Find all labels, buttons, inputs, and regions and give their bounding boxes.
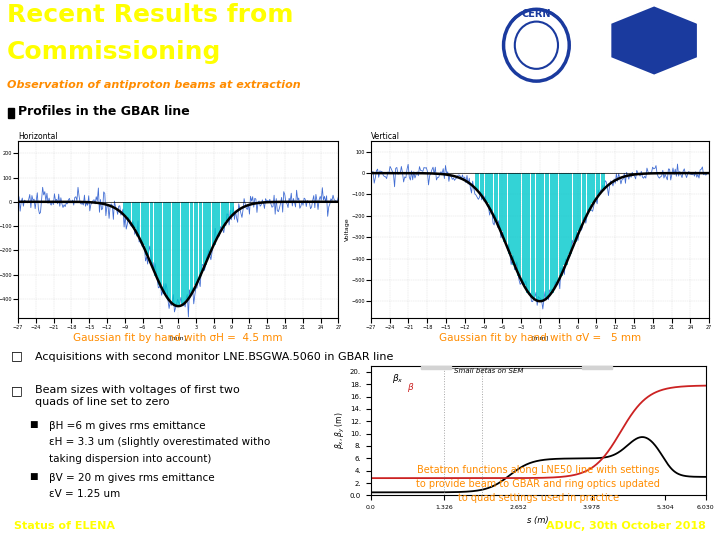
Text: ■: ■ xyxy=(29,472,37,481)
Bar xyxy=(522,173,526,285)
Text: to provide beam to GBAR and ring optics updated: to provide beam to GBAR and ring optics … xyxy=(416,480,660,489)
Bar xyxy=(564,173,567,265)
Text: □: □ xyxy=(11,384,22,397)
Bar xyxy=(216,202,220,235)
Bar xyxy=(185,202,189,300)
Bar xyxy=(540,173,544,301)
Bar xyxy=(582,173,586,221)
Text: $\beta$: $\beta$ xyxy=(407,381,415,394)
Text: Gaussian fit by hand with σV =   5 mm: Gaussian fit by hand with σV = 5 mm xyxy=(439,333,641,343)
Bar xyxy=(176,202,180,306)
Bar xyxy=(489,173,493,211)
Text: Vertical: Vertical xyxy=(371,132,400,141)
Text: βH =6 m gives rms emittance: βH =6 m gives rms emittance xyxy=(49,421,205,431)
Bar xyxy=(203,202,207,265)
Bar xyxy=(485,173,489,203)
Text: Gaussian fit by hand with σH =  4.5 mm: Gaussian fit by hand with σH = 4.5 mm xyxy=(73,333,283,343)
Text: Small betas on SEM: Small betas on SEM xyxy=(454,368,523,374)
Bar xyxy=(554,173,558,285)
Bar xyxy=(225,202,229,221)
Bar xyxy=(132,202,135,228)
Bar xyxy=(136,202,140,235)
Bar xyxy=(582,366,612,369)
Bar xyxy=(172,202,176,305)
Text: to quad settings used in practice: to quad settings used in practice xyxy=(458,494,618,503)
Text: Observation of antiproton beams at extraction: Observation of antiproton beams at extra… xyxy=(7,80,301,90)
Text: Betatron functions along LNE50 line with settings: Betatron functions along LNE50 line with… xyxy=(417,465,660,475)
Bar xyxy=(600,173,605,191)
Bar xyxy=(517,173,521,276)
X-axis label: [mm]: [mm] xyxy=(170,335,186,340)
Bar xyxy=(559,173,563,276)
Text: Beam sizes with voltages of first two: Beam sizes with voltages of first two xyxy=(35,384,239,395)
Bar xyxy=(221,202,225,228)
Text: quads of line set to zero: quads of line set to zero xyxy=(35,397,169,407)
Bar xyxy=(194,202,198,285)
Bar xyxy=(587,173,591,211)
Bar xyxy=(420,366,451,369)
Bar xyxy=(596,173,600,196)
Text: Horizontal: Horizontal xyxy=(18,132,58,141)
Text: ELENA: ELENA xyxy=(631,73,677,87)
Bar xyxy=(163,202,167,294)
Bar xyxy=(167,202,171,300)
Text: Recent Results from: Recent Results from xyxy=(7,3,294,27)
Bar xyxy=(536,173,540,301)
Bar xyxy=(181,202,184,305)
Bar xyxy=(503,173,507,242)
Text: βV = 20 m gives rms emittance: βV = 20 m gives rms emittance xyxy=(49,473,215,483)
Text: Commissioning: Commissioning xyxy=(7,40,222,64)
Text: Status of ELENA: Status of ELENA xyxy=(14,521,115,531)
Bar xyxy=(545,173,549,298)
Bar xyxy=(140,202,145,245)
Text: Acquisitions with second monitor LNE.BSGWA.5060 in GBAR line: Acquisitions with second monitor LNE.BSG… xyxy=(35,353,393,362)
Bar xyxy=(123,202,127,216)
X-axis label: s (m): s (m) xyxy=(527,516,549,525)
Bar xyxy=(127,202,131,221)
Bar xyxy=(549,173,554,293)
Text: ADUC, 30th October 2018: ADUC, 30th October 2018 xyxy=(546,521,706,531)
Bar xyxy=(591,173,595,203)
Bar xyxy=(480,173,484,196)
Bar xyxy=(230,202,233,216)
Bar xyxy=(475,173,480,191)
Bar xyxy=(8,108,14,118)
Bar xyxy=(577,173,582,231)
Text: $\beta_x$: $\beta_x$ xyxy=(392,372,403,385)
Bar xyxy=(508,173,512,254)
X-axis label: [mm]: [mm] xyxy=(531,335,549,340)
Text: Profiles in the GBAR line: Profiles in the GBAR line xyxy=(18,105,190,118)
Bar xyxy=(158,202,162,285)
Bar xyxy=(531,173,535,298)
Y-axis label: Voltage: Voltage xyxy=(345,218,350,241)
Bar xyxy=(513,173,516,265)
Bar xyxy=(145,202,149,255)
Bar xyxy=(207,202,211,255)
Bar xyxy=(212,202,216,245)
Bar xyxy=(498,173,503,231)
Text: ■: ■ xyxy=(29,420,37,429)
Y-axis label: $\beta_x, \beta_y$ (m): $\beta_x, \beta_y$ (m) xyxy=(334,411,347,449)
Text: εV = 1.25 um: εV = 1.25 um xyxy=(49,489,120,500)
Bar xyxy=(189,202,194,294)
Text: CERN: CERN xyxy=(522,9,551,19)
Text: □: □ xyxy=(11,349,22,362)
Bar xyxy=(526,173,531,293)
Text: εH = 3.3 um (slightly overestimated witho: εH = 3.3 um (slightly overestimated with… xyxy=(49,437,270,448)
Text: taking dispersion into account): taking dispersion into account) xyxy=(49,454,212,464)
Bar xyxy=(150,202,153,265)
Polygon shape xyxy=(610,5,698,76)
Bar xyxy=(573,173,577,242)
Bar xyxy=(568,173,572,254)
Bar xyxy=(199,202,202,275)
Bar xyxy=(494,173,498,221)
Bar xyxy=(154,202,158,275)
